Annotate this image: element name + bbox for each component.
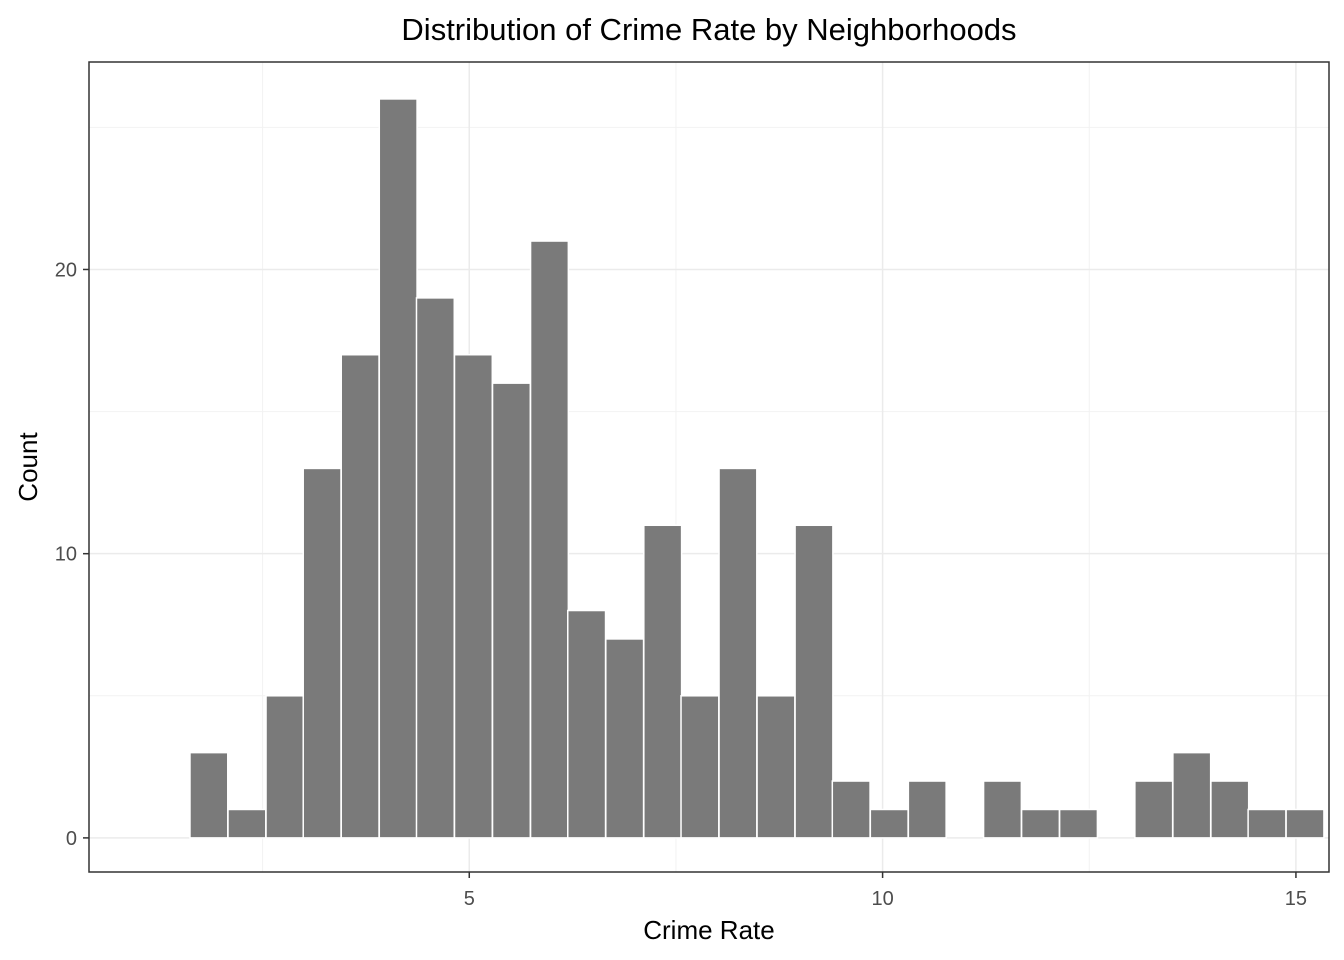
histogram-bar xyxy=(378,98,418,839)
histogram-bar xyxy=(756,695,796,839)
histogram-bar xyxy=(491,382,532,839)
histogram-bar xyxy=(529,240,570,839)
histogram-bar xyxy=(415,297,456,839)
histogram-bar xyxy=(1020,808,1061,839)
histogram-bar xyxy=(1285,808,1325,839)
histogram-bar xyxy=(1134,780,1174,839)
x-tick-label: 15 xyxy=(1285,888,1307,910)
histogram-bar xyxy=(1210,780,1250,839)
histogram-bars xyxy=(189,98,1325,839)
histogram-bar xyxy=(340,353,380,839)
histogram-bar xyxy=(265,695,305,839)
histogram-bar xyxy=(831,780,871,839)
histogram-bar xyxy=(718,467,758,839)
histogram-bar xyxy=(567,609,607,839)
histogram-bar xyxy=(1058,808,1099,839)
histogram-bar xyxy=(982,780,1023,839)
y-tick-label: 20 xyxy=(55,259,77,281)
histogram-bar xyxy=(869,808,909,839)
axis-ticks: 5 10 15 0 10 20 xyxy=(55,259,1307,910)
x-tick-label: 5 xyxy=(464,888,475,910)
histogram-bar xyxy=(302,467,342,839)
histogram-bar xyxy=(643,524,683,839)
plot-border xyxy=(88,61,1330,873)
x-tick-label: 10 xyxy=(871,888,893,910)
histogram-bar xyxy=(794,524,834,839)
y-axis-title: Count xyxy=(13,432,43,502)
histogram-bar xyxy=(907,780,947,839)
histogram-bar xyxy=(605,638,645,839)
histogram-bar xyxy=(189,751,229,839)
histogram-bar xyxy=(1247,808,1287,839)
histogram-bar xyxy=(680,695,720,839)
x-axis-title: Crime Rate xyxy=(643,915,774,945)
histogram-bar xyxy=(227,808,267,839)
histogram-bar xyxy=(1172,751,1212,839)
chart-title: Distribution of Crime Rate by Neighborho… xyxy=(401,12,1016,47)
histogram-bar xyxy=(453,353,494,839)
y-tick-label: 0 xyxy=(66,828,77,850)
y-tick-label: 10 xyxy=(55,544,77,566)
